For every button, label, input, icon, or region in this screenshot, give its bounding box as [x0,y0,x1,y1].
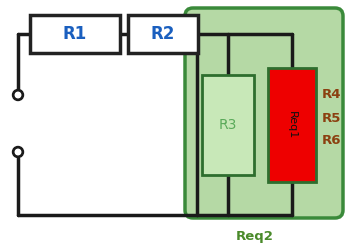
Circle shape [15,149,21,155]
Text: R1: R1 [63,25,87,43]
Bar [128,15,198,53]
Text: R5: R5 [322,111,341,124]
Bar [202,75,254,175]
Text: Req1: Req1 [287,111,297,139]
Circle shape [13,89,23,101]
Circle shape [13,146,23,158]
Text: R4: R4 [322,88,342,102]
Text: R6: R6 [322,135,342,147]
Bar [268,68,316,182]
FancyBboxPatch shape [185,8,343,218]
Text: Req2: Req2 [236,230,274,243]
Text: R2: R2 [151,25,175,43]
Circle shape [15,92,21,98]
Bar [30,15,120,53]
Text: R3: R3 [219,118,237,132]
